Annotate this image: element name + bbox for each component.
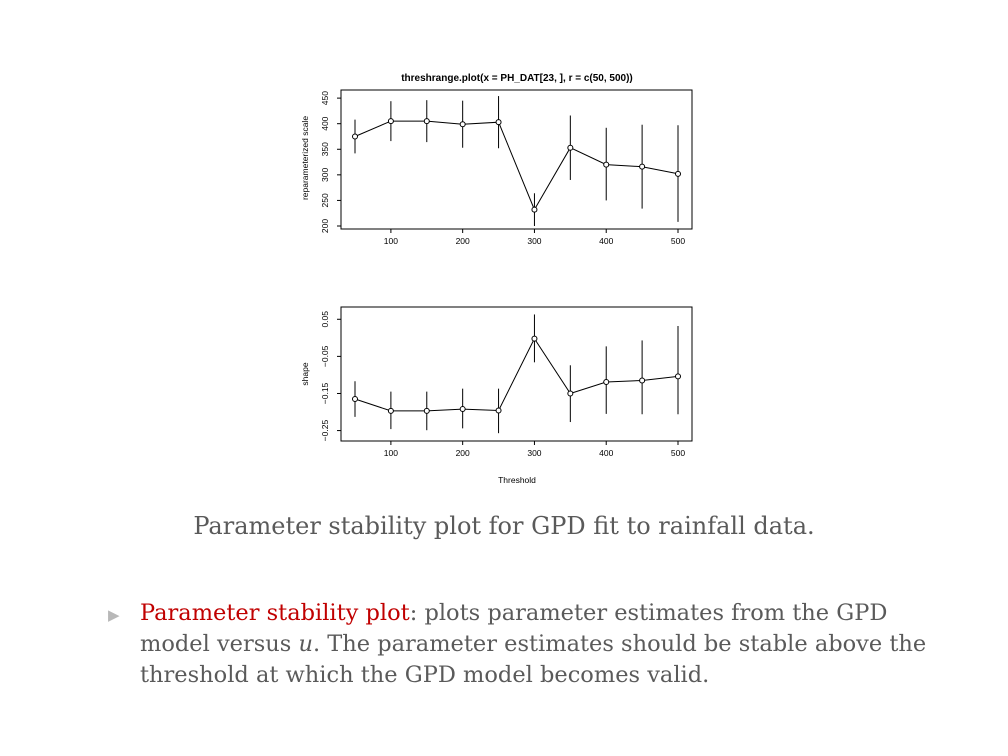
scale-data-point [352,133,358,140]
shape-x-tick-label: 500 [671,448,685,458]
shape-x-tick-label: 300 [527,448,541,458]
scale-data-point [531,206,538,213]
shape-x-tick-label: 400 [599,448,613,458]
shape-y-tick-label: −0.05 [320,345,330,367]
scale-plot-frame [340,89,693,230]
shape-data-point [387,407,394,414]
parameter-stability-figure: threshrange.plot(x = PH_DAT[23, ], r = c… [300,73,693,485]
scale-data-point [675,170,681,177]
shape-panel: shape Threshold 100 200 300 400 500 −0.25 −0.1… [300,306,693,485]
chart-title: threshrange.plot(x = PH_DAT[23, ], r = c… [401,73,633,84]
scale-y-tick-label: 200 [320,219,330,233]
bullet-term: Parameter stability plot [140,600,410,626]
shape-x-tick-label: 100 [384,448,398,458]
scale-y-tick-label: 250 [320,193,330,207]
shape-data-point [675,373,681,380]
shape-y-tick-label: −0.25 [320,420,330,442]
scale-y-axis-label: reparameterized scale [300,116,310,200]
shape-y-tick-label: 0.05 [320,311,330,328]
bullet-body-start: : plots parameter estimates from the GPD… [140,600,888,657]
figure-caption: Parameter stability plot for GPD fit to … [193,512,815,540]
bullet-item: ▶ Parameter stability plot: plots parame… [108,598,948,691]
shape-data-point [603,378,610,385]
shape-data-point [567,390,574,397]
shape-x-tick-label: 200 [456,448,470,458]
scale-data-point [459,121,466,128]
scale-data-point [387,118,394,125]
shape-y-axis-label: shape [300,362,310,385]
shape-y-tick-label: −0.15 [320,382,330,404]
scale-y-tick-label: 300 [320,167,330,181]
scale-x-tick-label: 200 [456,236,470,246]
scale-x-tick-label: 100 [384,236,398,246]
variable-u: u [298,631,313,657]
shape-series-line [354,337,679,412]
scale-data-point [567,144,574,151]
scale-y-tick-label: 450 [320,91,330,105]
scale-data-point [495,119,502,126]
bullet-triangle-icon: ▶ [108,606,120,624]
shape-data-point [423,407,430,414]
scale-data-point [423,118,430,125]
scale-data-point [639,163,646,170]
scale-panel: threshrange.plot(x = PH_DAT[23, ], r = c… [300,73,693,246]
bullet-text: Parameter stability plot: plots paramete… [140,598,948,691]
shape-plot-frame [340,306,693,442]
scale-y-tick-label: 400 [320,116,330,130]
scale-data-point [603,161,610,168]
scale-x-tick-label: 400 [599,236,613,246]
shape-data-point [639,377,646,384]
shape-data-point [352,396,358,403]
shape-data-point [495,407,502,414]
scale-x-tick-label: 300 [527,236,541,246]
scale-x-tick-label: 500 [671,236,685,246]
shape-data-point [531,335,538,342]
scale-series-line [354,120,679,211]
shape-data-point [459,406,466,413]
scale-y-tick-label: 350 [320,142,330,156]
x-axis-label: Threshold [498,475,536,485]
bullet-body-end: . The parameter estimates should be stab… [140,631,927,688]
